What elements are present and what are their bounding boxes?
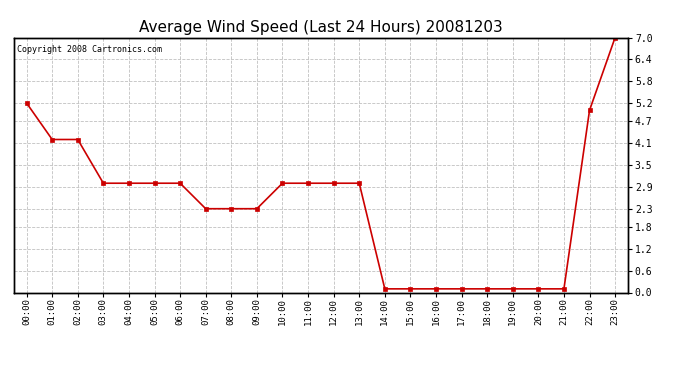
Title: Average Wind Speed (Last 24 Hours) 20081203: Average Wind Speed (Last 24 Hours) 20081… — [139, 20, 503, 35]
Text: Copyright 2008 Cartronics.com: Copyright 2008 Cartronics.com — [17, 45, 162, 54]
